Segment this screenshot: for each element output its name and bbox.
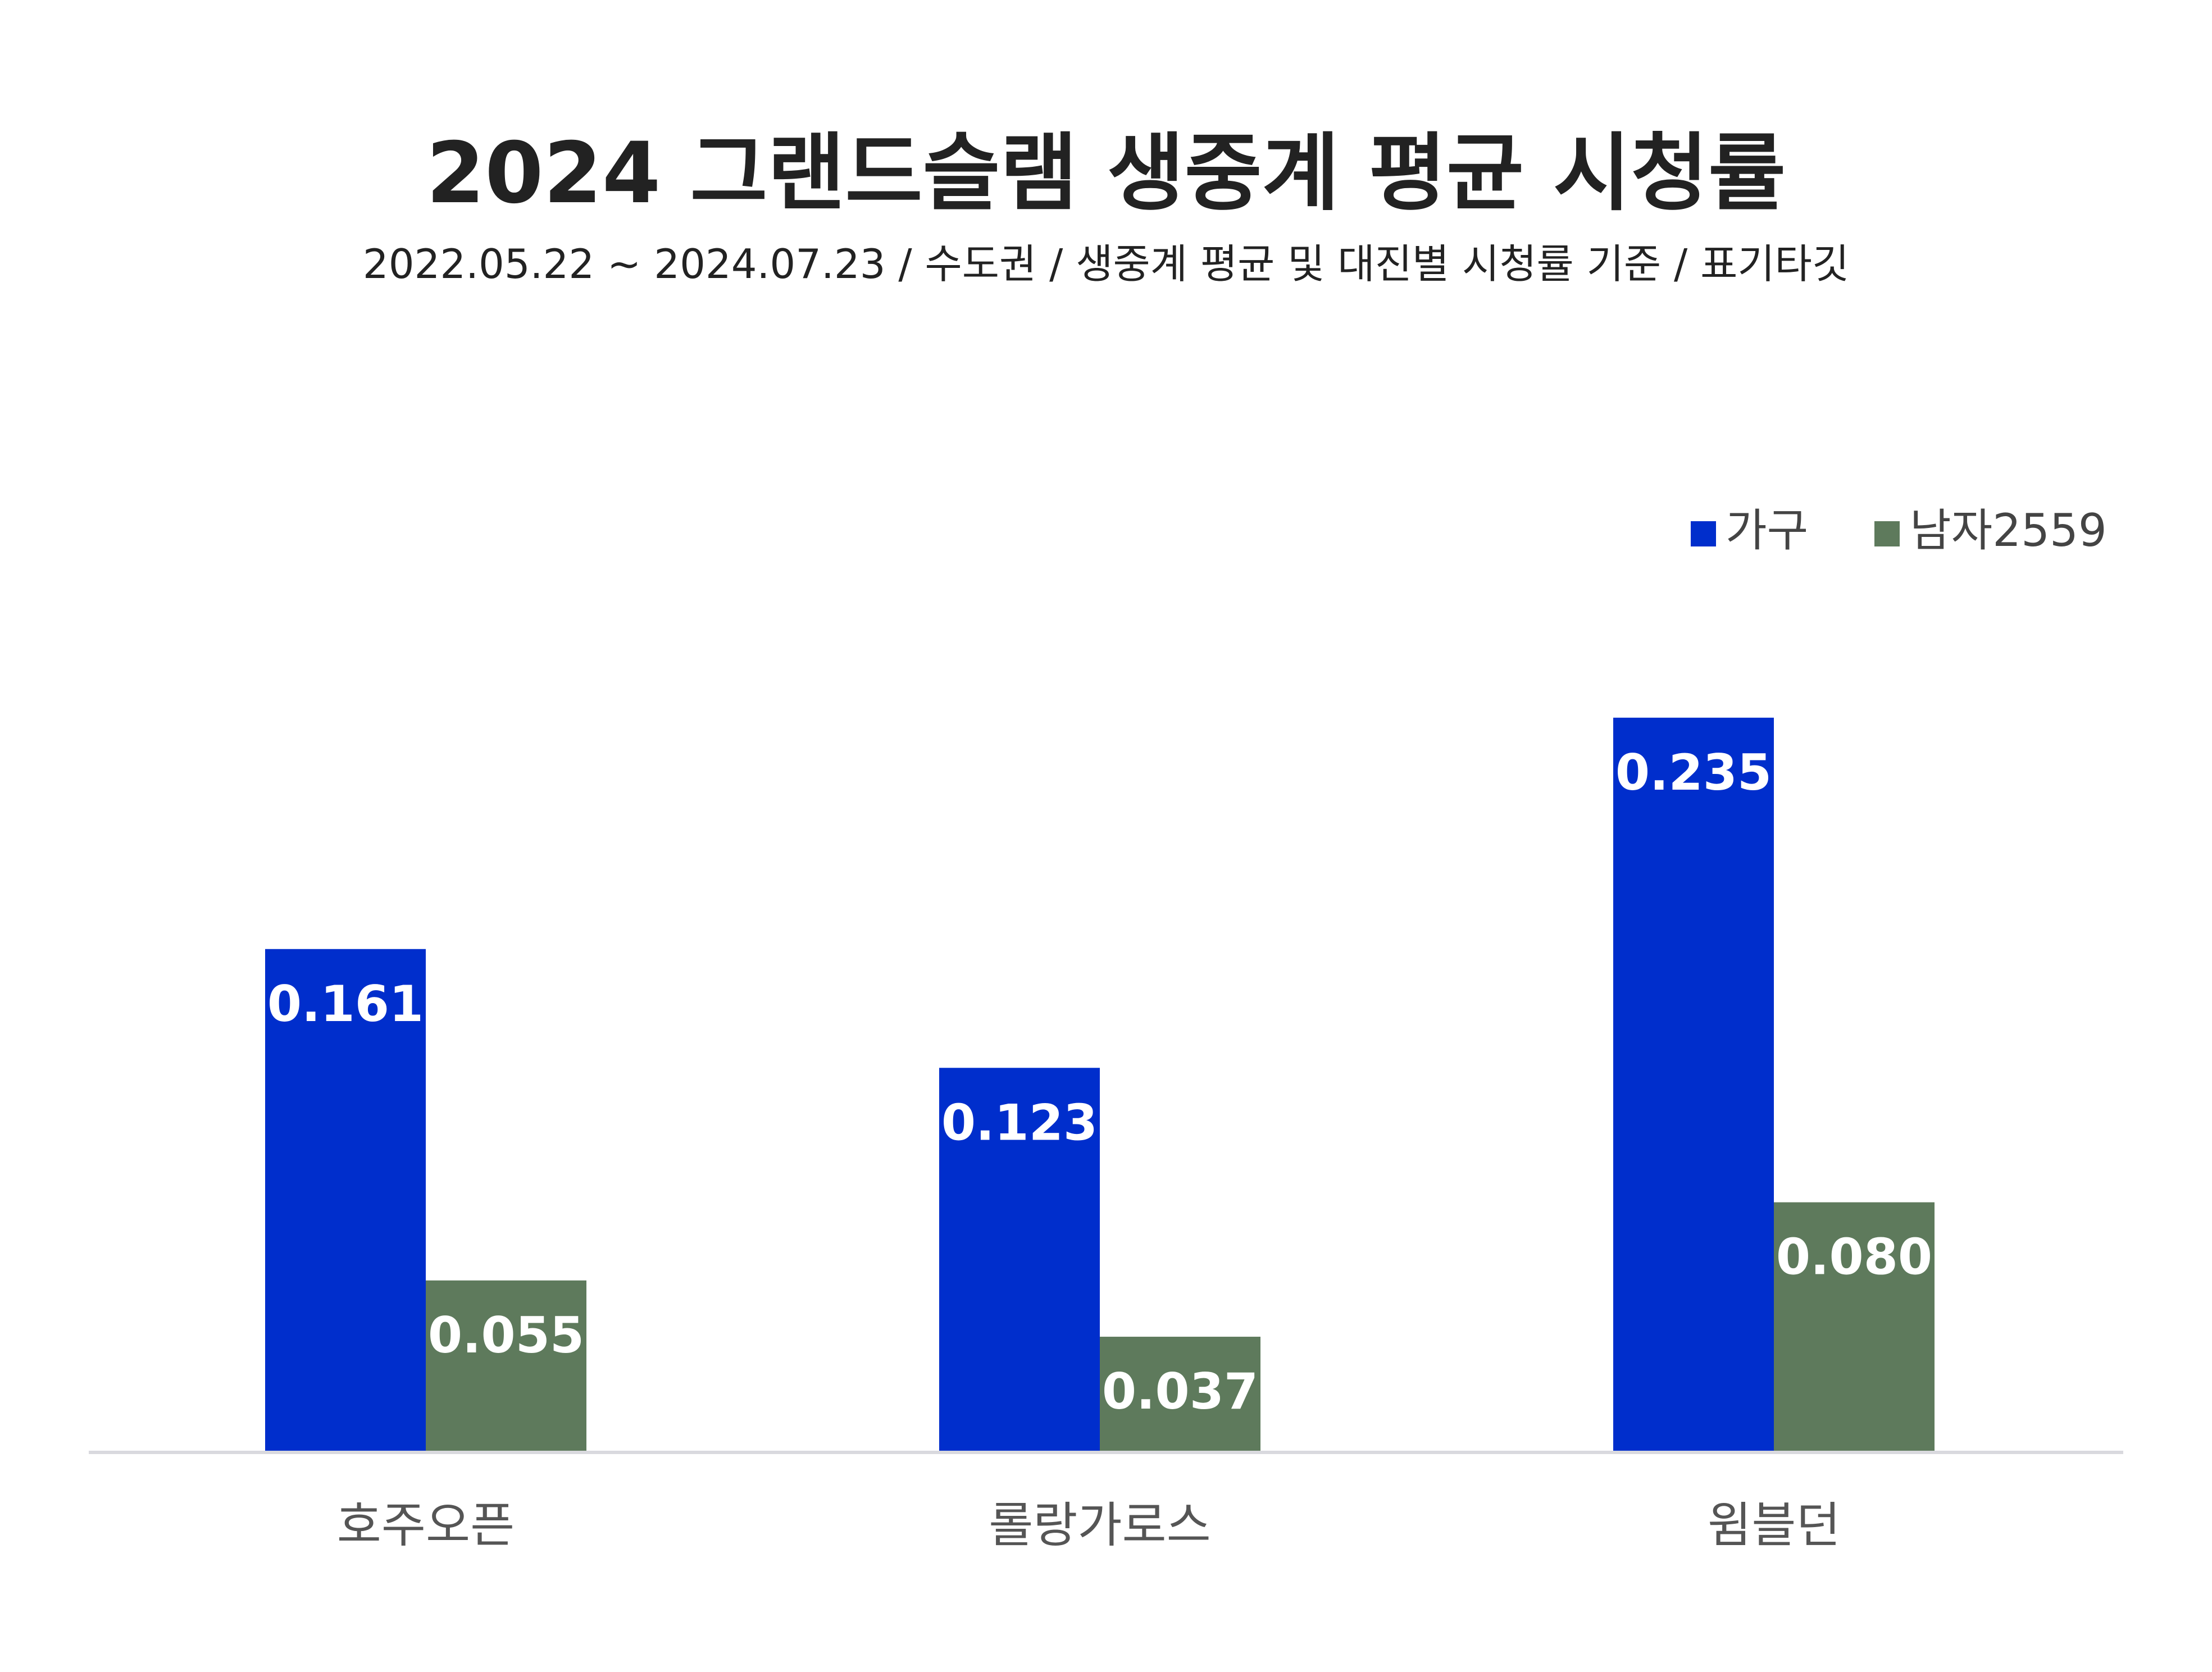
category-label-1: 롤랑가로스 bbox=[989, 1497, 1211, 1553]
bar-households-1 bbox=[939, 1068, 1100, 1452]
data-label-male2559-0: 0.055 bbox=[428, 1306, 584, 1364]
legend: 가구 남자2559 bbox=[1691, 504, 2107, 557]
bars-group: 0.161 0.055 0.123 0.037 0.235 0.080 bbox=[265, 717, 1935, 1452]
data-label-households-1: 0.123 bbox=[941, 1094, 1098, 1151]
data-label-households-0: 0.161 bbox=[267, 975, 424, 1033]
category-labels: 호주오픈 롤랑가로스 윔블던 bbox=[337, 1497, 1841, 1553]
chart-subtitle: 2022.05.22 ~ 2024.07.23 / 수도권 / 생중계 평균 및… bbox=[363, 240, 1849, 288]
legend-label-households: 가구 bbox=[1726, 504, 1808, 557]
data-label-male2559-1: 0.037 bbox=[1102, 1363, 1258, 1420]
bar-male2559-1 bbox=[1100, 1337, 1260, 1452]
bar-households-0 bbox=[265, 949, 426, 1452]
data-label-households-2: 0.235 bbox=[1615, 744, 1772, 801]
chart-title: 2024 그랜드슬램 생중계 평균 시청률 bbox=[426, 125, 1786, 222]
legend-swatch-male2559 bbox=[1874, 521, 1900, 546]
bar-male2559-0 bbox=[426, 1280, 586, 1452]
legend-swatch-households bbox=[1691, 521, 1716, 546]
bar-households-2 bbox=[1613, 717, 1774, 1452]
data-label-male2559-2: 0.080 bbox=[1776, 1228, 1932, 1286]
category-label-2: 윔블던 bbox=[1707, 1497, 1840, 1553]
bar-male2559-2 bbox=[1774, 1202, 1935, 1452]
legend-label-male2559: 남자2559 bbox=[1910, 504, 2107, 557]
category-label-0: 호주오픈 bbox=[337, 1497, 515, 1553]
